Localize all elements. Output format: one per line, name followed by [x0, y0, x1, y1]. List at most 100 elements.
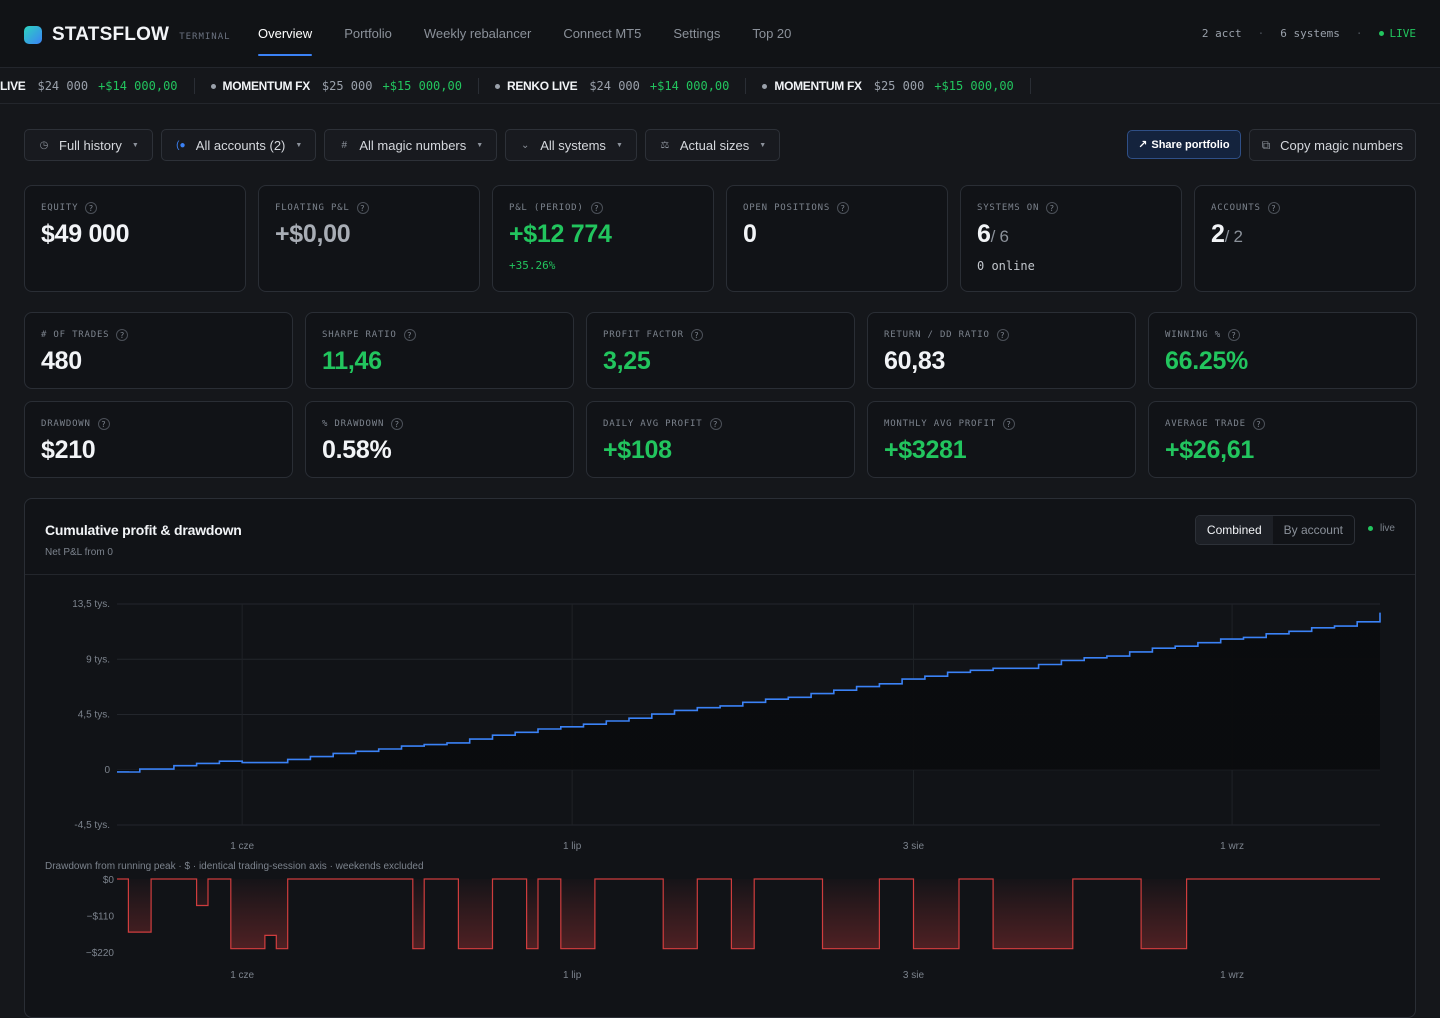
- share-portfolio-button[interactable]: ↗ Share portfolio: [1127, 130, 1241, 159]
- stat-label-text: Monthly avg profit: [884, 419, 996, 429]
- stat-card-equity: Equity? $49 000: [24, 185, 246, 292]
- ticker-pnl: +$15 000,00: [382, 79, 462, 93]
- accounts-icon: (●: [176, 139, 186, 151]
- help-icon[interactable]: ?: [1252, 418, 1265, 430]
- chart-title: Cumulative profit & drawdown: [45, 522, 242, 538]
- stat-card-return-dd-ratio: Return / DD ratio? 60,83: [867, 312, 1136, 389]
- stat-label-text: Accounts: [1211, 203, 1261, 213]
- view-mode-toggle: Combined By account: [1194, 515, 1355, 545]
- stat-value: 480: [41, 347, 82, 376]
- nav-tab-weekly-rebalancer[interactable]: Weekly rebalancer: [423, 26, 532, 41]
- stat-value: 60,83: [884, 347, 945, 376]
- stat-label-text: Equity: [41, 203, 79, 213]
- stat-label: Return / DD ratio?: [884, 329, 1009, 341]
- ticker-pnl: +$15 000,00: [934, 79, 1014, 93]
- ticker-item[interactable]: LIVE $24 000 +$14 000,00: [0, 78, 195, 94]
- ticker-equity: $25 000: [321, 79, 373, 93]
- help-icon[interactable]: ?: [837, 202, 850, 214]
- help-icon[interactable]: ?: [709, 418, 722, 430]
- ticker-item[interactable]: MOMENTUM FX $25 000 +$15 000,00: [746, 78, 1031, 94]
- stat-label-text: Daily avg profit: [603, 419, 703, 429]
- drawdown-caption: Drawdown from running peak · $ · identic…: [45, 861, 424, 872]
- chevron-down-icon: ▼: [295, 141, 303, 149]
- stat-value-text: 0: [743, 220, 757, 248]
- ticker-item[interactable]: MOMENTUM FX $25 000 +$15 000,00: [195, 78, 479, 94]
- copy-magic-button[interactable]: ⧉ Copy magic numbers: [1248, 129, 1416, 161]
- stat-value-text: 0.58%: [322, 436, 392, 464]
- stat-value: 0: [743, 220, 757, 249]
- stat-card-drawdown: Drawdown? $210: [24, 401, 293, 478]
- help-icon[interactable]: ?: [97, 418, 110, 430]
- help-icon[interactable]: ?: [1267, 202, 1280, 214]
- help-icon[interactable]: ?: [116, 329, 129, 341]
- nav-tabs: Overview Portfolio Weekly rebalancer Connec…: [242, 0, 807, 68]
- help-icon[interactable]: ?: [1046, 202, 1059, 214]
- dd-x-tick-label: 3 sie: [903, 970, 925, 981]
- mode-combined[interactable]: Combined: [1195, 516, 1273, 544]
- stat-label: # of trades?: [41, 329, 129, 341]
- nav-tab-portfolio[interactable]: Portfolio: [344, 26, 392, 41]
- ticker-system-name: RENKO LIVE: [506, 79, 578, 93]
- chevron-down-icon: ▼: [131, 141, 139, 149]
- stat-label-text: Sharpe ratio: [322, 330, 397, 340]
- stat-card-winning: Winning %? 66.25%: [1148, 312, 1417, 389]
- stat-value-text: 66.25%: [1165, 347, 1248, 375]
- stat-label-text: Profit factor: [603, 330, 684, 340]
- nav-tab-top-20[interactable]: Top 20: [752, 26, 792, 41]
- ticker-item[interactable]: RENKO LIVE $24 000 +$14 000,00: [479, 78, 747, 94]
- stat-value: +$0,00: [275, 220, 351, 249]
- help-icon[interactable]: ?: [356, 202, 369, 214]
- ticker-track: LIVE $24 000 +$14 000,00 MOMENTUM FX $25 000…: [0, 68, 1031, 103]
- copy-magic-label: Copy magic numbers: [1280, 137, 1403, 153]
- stat-label: Daily avg profit?: [603, 418, 722, 430]
- help-icon[interactable]: ?: [1227, 329, 1240, 341]
- stat-label: Drawdown?: [41, 418, 110, 430]
- help-icon[interactable]: ?: [996, 329, 1009, 341]
- help-icon[interactable]: ?: [85, 202, 98, 214]
- magic-filter[interactable]: # All magic numbers ▼: [324, 129, 498, 161]
- y-tick-label: -4,5 tys.: [74, 820, 110, 831]
- stat-card-accounts: Accounts? 2/ 2: [1194, 185, 1416, 292]
- sizes-filter[interactable]: ⚖ Actual sizes ▼: [644, 129, 781, 161]
- nav-tab-connect-mt5[interactable]: Connect MT5: [563, 26, 642, 41]
- accounts-filter[interactable]: (● All accounts (2) ▼: [160, 129, 317, 161]
- dd-y-tick-label: −$220: [86, 948, 115, 959]
- help-icon[interactable]: ?: [391, 418, 404, 430]
- stat-value-text: +$0,00: [275, 220, 351, 248]
- stat-label-text: Open positions: [743, 203, 831, 213]
- stat-label-text: Winning %: [1165, 330, 1221, 340]
- help-icon[interactable]: ?: [690, 329, 703, 341]
- stat-subvalue: 0 online: [977, 259, 1035, 273]
- nav-tab-settings[interactable]: Settings: [673, 26, 721, 41]
- separator: ·: [1355, 27, 1363, 40]
- help-icon[interactable]: ?: [1002, 418, 1015, 430]
- ticker-equity: $24 000: [589, 79, 640, 93]
- stat-label-text: Average trade: [1165, 419, 1246, 429]
- dd-x-tick-label: 1 wrz: [1220, 970, 1244, 981]
- chart-live-label: live: [1379, 523, 1395, 534]
- status-dot-icon: [762, 83, 768, 89]
- stat-value: 6/ 6: [977, 220, 1009, 249]
- history-filter[interactable]: ◷ Full history ▼: [24, 129, 153, 161]
- help-icon[interactable]: ?: [403, 329, 416, 341]
- stat-card-systems-on: Systems on? 6/ 6 0 online: [960, 185, 1182, 292]
- brand[interactable]: STATSFLOW TERMINAL: [24, 24, 231, 46]
- stat-value-text: 3,25: [603, 347, 651, 375]
- status-dot-icon: [494, 83, 500, 89]
- stat-label-text: % Drawdown: [322, 419, 385, 429]
- chart-canvas: 13,5 tys. 9 tys. 4,5 tys. 0 -4,5 tys. 1 cze 1 …: [72, 599, 1381, 981]
- stat-card-floating-p-l: Floating P&L? +$0,00: [258, 185, 480, 292]
- x-tick-label: 1 lip: [563, 841, 582, 852]
- dd-x-tick-label: 1 cze: [230, 970, 254, 981]
- y-tick-label: 0: [104, 765, 110, 776]
- help-icon[interactable]: ?: [590, 202, 603, 214]
- share-portfolio-label: Share portfolio: [1151, 138, 1230, 151]
- status-dot-icon: [210, 83, 216, 89]
- brand-sub: TERMINAL: [179, 32, 231, 42]
- stat-card-sharpe-ratio: Sharpe ratio? 11,46: [305, 312, 574, 389]
- magic-filter-label: All magic numbers: [359, 137, 467, 153]
- nav-tab-overview[interactable]: Overview: [242, 0, 328, 68]
- ticker-system-name: MOMENTUM FX: [222, 79, 311, 93]
- mode-by-account[interactable]: By account: [1283, 523, 1343, 537]
- systems-filter[interactable]: ⌄ All systems ▼: [505, 129, 637, 161]
